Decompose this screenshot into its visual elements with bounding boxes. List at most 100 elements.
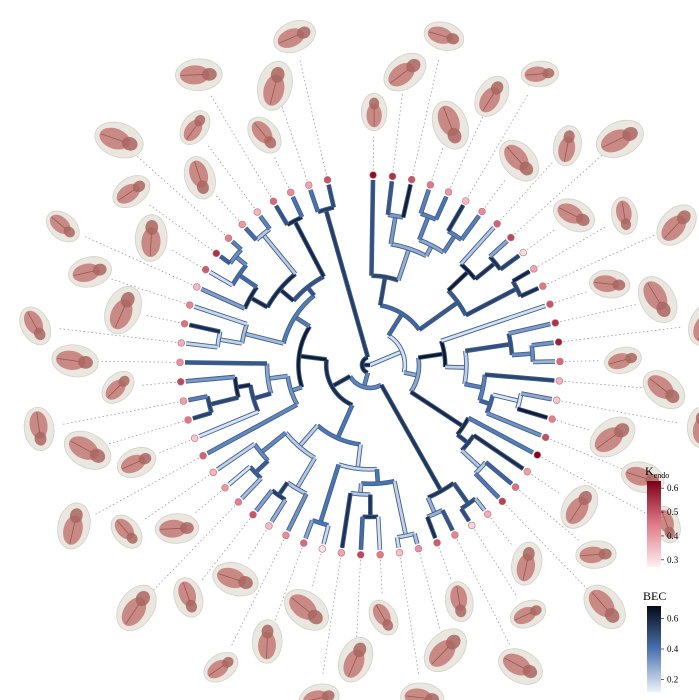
- brain-specimen: [511, 541, 543, 586]
- tip-dot: [530, 265, 538, 273]
- brain-midline: [269, 81, 277, 105]
- tip-dot: [533, 451, 542, 459]
- tree-branch: [445, 365, 467, 369]
- brain-midline: [36, 412, 41, 433]
- brain-specimen: [520, 60, 559, 88]
- specimen-connector: [419, 553, 441, 630]
- tree-branch: [244, 227, 258, 241]
- specimen-connector: [541, 456, 648, 515]
- tree-branch: [359, 516, 364, 550]
- tip-dot: [221, 484, 229, 492]
- tree-branch: [185, 375, 236, 383]
- brain-cerebellum: [576, 213, 590, 226]
- brain-specimen: [688, 302, 699, 346]
- brain-midline: [186, 124, 198, 140]
- tip-dot: [287, 188, 295, 197]
- tree-branch: [403, 371, 419, 377]
- tip-dot: [199, 452, 207, 460]
- brain-cerebrum: [693, 314, 699, 342]
- brain-cerebellum: [622, 126, 638, 141]
- brain-cerebellum: [296, 26, 311, 39]
- brain-midline: [73, 270, 95, 277]
- tip-dot: [190, 434, 199, 442]
- tip-dot: [523, 467, 531, 476]
- brain-specimen: [552, 125, 582, 167]
- tree-branch: [452, 482, 470, 505]
- tree-node-arc: [460, 262, 477, 280]
- brain-midline: [107, 384, 121, 398]
- specimen-connector: [519, 490, 580, 541]
- tree-branch: [397, 248, 411, 281]
- tree-branch: [291, 196, 304, 218]
- brain-specimen: [444, 581, 474, 623]
- tree-branch: [410, 390, 465, 428]
- tree-branch: [465, 342, 511, 353]
- brain-cerebellum: [179, 522, 194, 534]
- tip-dot: [519, 248, 527, 257]
- brain-cerebellum: [519, 161, 534, 176]
- tip-dot: [555, 377, 564, 385]
- brain-cerebellum: [620, 218, 632, 231]
- tree-branch: [231, 240, 243, 251]
- brain-cerebellum: [118, 375, 130, 387]
- tree-branch: [465, 287, 518, 317]
- tip-dot: [511, 483, 520, 491]
- specimen-connector: [526, 228, 557, 250]
- phylogenetic-tree: [184, 179, 556, 550]
- brain-cerebellum: [63, 226, 75, 238]
- brain-midline: [525, 73, 544, 76]
- brain-cerebellum: [604, 607, 620, 623]
- tree-branch: [194, 305, 248, 326]
- tree-node-arc: [350, 491, 371, 497]
- specimen-connector: [563, 326, 683, 342]
- brain-midline: [580, 553, 600, 557]
- tree-branch: [434, 195, 448, 221]
- tip-dot: [483, 510, 492, 518]
- brain-specimen: [611, 196, 638, 235]
- brain-midline: [482, 92, 495, 111]
- tree-branch: [375, 469, 380, 484]
- brain-specimen: [251, 619, 283, 664]
- tree-branch: [376, 516, 382, 550]
- tree-node-arc: [390, 242, 427, 258]
- tip-dot: [548, 415, 556, 423]
- brain-midline: [125, 603, 140, 625]
- brain-midline: [443, 107, 453, 130]
- brain-specimen: [116, 584, 157, 632]
- tree-branch: [380, 384, 443, 492]
- brain-specimen: [575, 540, 617, 569]
- tip-dot: [546, 300, 554, 308]
- brain-midline: [278, 34, 299, 44]
- legend-kendo-ticks: 0.6 0.5 0.4 0.3: [661, 483, 679, 565]
- brain-midline: [602, 136, 625, 148]
- tip-dot: [395, 548, 404, 557]
- brain-midline: [456, 586, 461, 606]
- legend-kendo-colorbar: [647, 481, 661, 567]
- brain-specimen: [583, 584, 626, 630]
- brain-specimen: [134, 214, 168, 262]
- brain-specimen: [553, 198, 595, 233]
- brain-cerebellum: [578, 490, 592, 506]
- tree-branch: [298, 424, 319, 448]
- brain-midline: [506, 147, 523, 165]
- tree-node-arc: [316, 424, 361, 446]
- tree-node-arc: [297, 325, 311, 388]
- tree-branch: [192, 411, 212, 420]
- brain-midline: [405, 695, 427, 699]
- tip-dot: [209, 468, 217, 477]
- brain-midline: [194, 161, 202, 182]
- specimen-connector: [484, 178, 507, 208]
- specimen-connector: [144, 314, 180, 324]
- tree-branch: [331, 374, 351, 388]
- specimen-connector: [135, 154, 226, 236]
- brain-midline: [266, 637, 268, 659]
- tree-branch: [474, 497, 486, 512]
- brain-midline: [160, 527, 181, 530]
- specimen-connector: [550, 438, 623, 470]
- tip-dot: [177, 378, 185, 386]
- tip-dot: [553, 396, 561, 404]
- brain-cerebellum: [522, 547, 535, 561]
- tree-node-arc: [396, 532, 415, 539]
- brain-cerebellum: [34, 431, 47, 446]
- brain-cerebellum: [665, 389, 680, 403]
